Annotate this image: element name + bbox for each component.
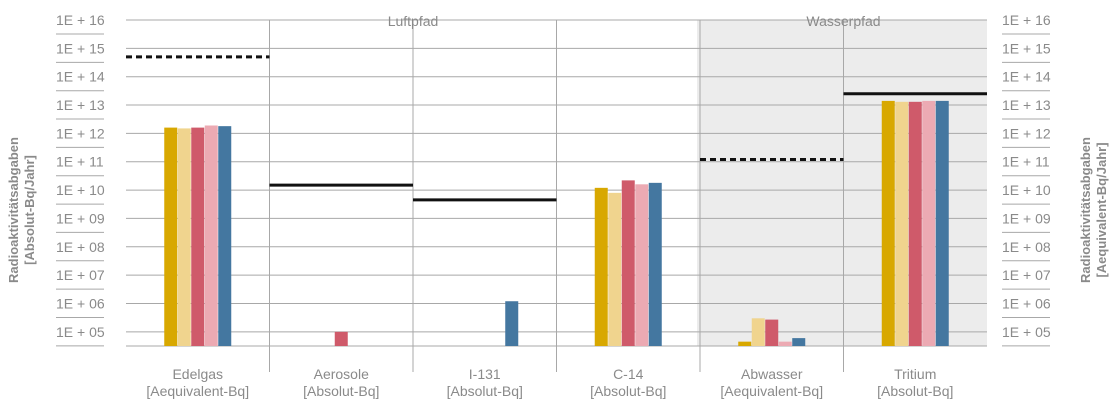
y-tick-label-left: 1E + 06 <box>56 295 105 311</box>
category-unit-label: [Absolut-Bq] <box>447 383 523 399</box>
category-label: C-14 <box>613 366 644 382</box>
category-label: I-131 <box>469 366 501 382</box>
category-unit-label: [Aequivalent-Bq] <box>720 383 823 399</box>
y-tick-label-right: 1E + 06 <box>1002 295 1051 311</box>
y-tick-label-right: 1E + 09 <box>1002 210 1051 226</box>
category-label: Edelgas <box>172 366 223 382</box>
bar <box>204 125 218 346</box>
bar <box>635 184 649 346</box>
bar <box>765 319 779 346</box>
y-axis-titles: Radioaktivitätsabgaben [Absolut-Bq/Jahr] R… <box>6 137 1109 283</box>
bar <box>505 301 519 346</box>
bar <box>164 127 178 346</box>
y-tick-label-left: 1E + 09 <box>56 210 105 226</box>
axis-labels: 1E + 05 1E + 05 1E + 06 1E + 06 1E + 07 1E + … <box>56 12 1051 399</box>
bar <box>751 318 765 346</box>
y-axis-title-left: [Absolut-Bq/Jahr] <box>22 155 37 265</box>
bar <box>935 100 949 347</box>
y-tick-label-left: 1E + 13 <box>56 97 105 113</box>
y-tick-label-right: 1E + 05 <box>1002 324 1051 340</box>
y-axis-title-left: Radioaktivitätsabgaben <box>6 137 21 283</box>
y-axis-title-right: [Aequivalent-Bq/Jahr] <box>1094 142 1109 277</box>
y-tick-label-left: 1E + 11 <box>56 154 104 170</box>
bars <box>164 100 949 347</box>
bar <box>778 341 792 346</box>
category-unit-label: [Absolut-Bq] <box>590 383 666 399</box>
y-tick-label-left: 1E + 10 <box>56 182 105 198</box>
bar <box>792 338 806 346</box>
bar <box>881 100 895 347</box>
y-tick-label-left: 1E + 05 <box>56 324 105 340</box>
bar <box>177 128 191 346</box>
group-label: Wasserpfad <box>806 13 880 29</box>
y-tick-label-right: 1E + 15 <box>1002 40 1051 56</box>
category-label: Tritium <box>894 366 936 382</box>
y-tick-label-left: 1E + 12 <box>56 125 105 141</box>
category-unit-label: [Absolut-Bq] <box>303 383 379 399</box>
bar <box>608 192 622 346</box>
y-axis-title-right: Radioaktivitätsabgaben <box>1078 137 1093 283</box>
bar <box>922 100 936 347</box>
bar <box>648 182 662 346</box>
y-tick-label-left: 1E + 14 <box>56 69 105 85</box>
bar <box>594 187 608 346</box>
y-tick-label-right: 1E + 10 <box>1002 182 1051 198</box>
y-tick-label-left: 1E + 16 <box>56 12 105 28</box>
limit-lines <box>126 55 987 202</box>
bar <box>895 101 909 346</box>
bar <box>334 331 348 346</box>
y-tick-label-right: 1E + 16 <box>1002 12 1051 28</box>
y-tick-label-right: 1E + 11 <box>1002 154 1050 170</box>
bar <box>908 101 922 346</box>
y-tick-label-right: 1E + 07 <box>1002 267 1051 283</box>
bar <box>738 341 752 346</box>
category-label: Abwasser <box>741 366 803 382</box>
category-label: Aerosole <box>314 366 369 382</box>
bar <box>621 180 635 346</box>
category-unit-label: [Aequivalent-Bq] <box>146 383 249 399</box>
group-label: Luftpfad <box>388 13 439 29</box>
y-tick-label-left: 1E + 15 <box>56 40 105 56</box>
y-tick-label-right: 1E + 08 <box>1002 239 1051 255</box>
y-tick-label-right: 1E + 13 <box>1002 97 1051 113</box>
y-tick-label-left: 1E + 07 <box>56 267 105 283</box>
y-tick-label-right: 1E + 12 <box>1002 125 1051 141</box>
y-tick-label-left: 1E + 08 <box>56 239 105 255</box>
category-unit-label: [Absolut-Bq] <box>877 383 953 399</box>
y-tick-label-right: 1E + 14 <box>1002 69 1051 85</box>
bar <box>191 127 205 346</box>
bar <box>218 126 232 347</box>
category-dividers <box>269 20 844 372</box>
